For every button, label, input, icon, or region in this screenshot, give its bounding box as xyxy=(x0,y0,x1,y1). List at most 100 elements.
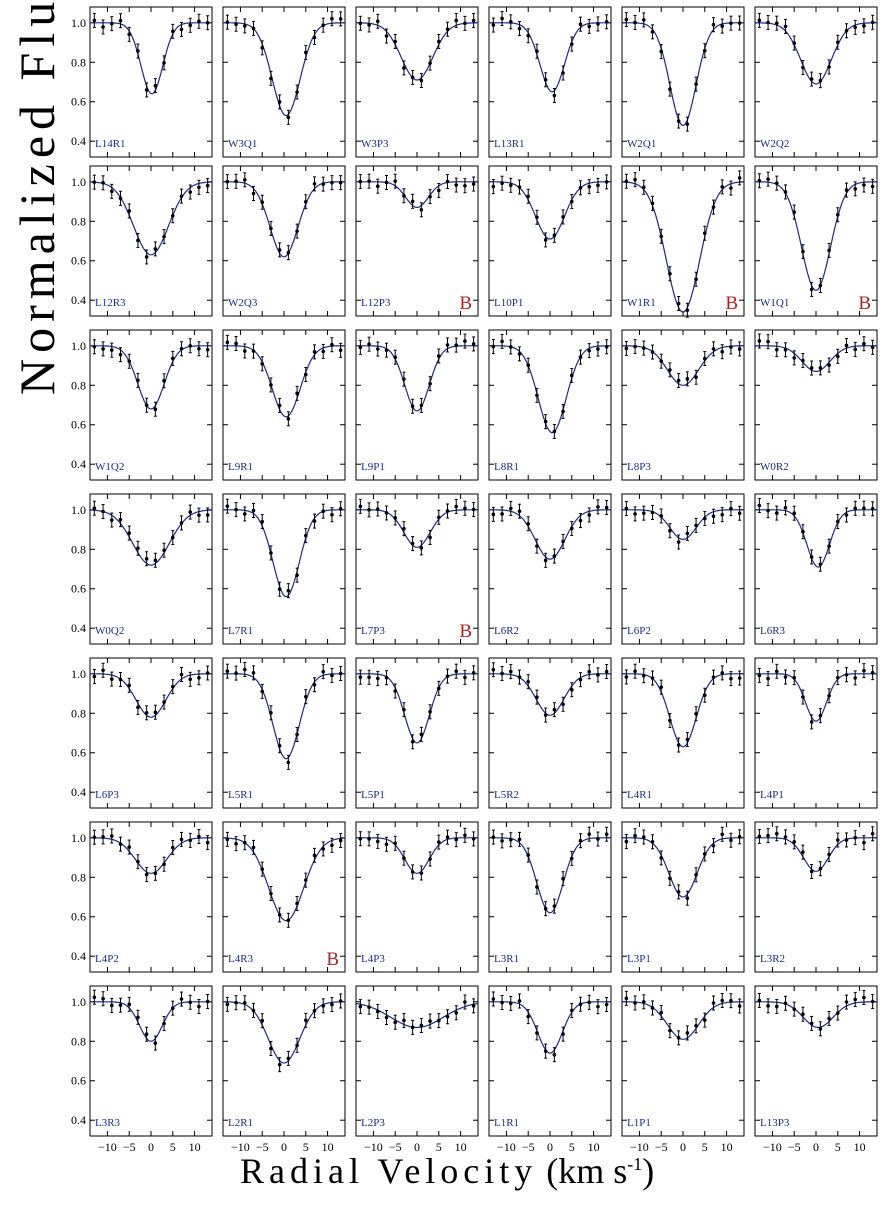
data-point xyxy=(650,201,655,206)
fit-line xyxy=(622,22,744,127)
data-point xyxy=(853,997,858,1002)
fit-line xyxy=(223,1001,345,1064)
fit-line xyxy=(622,509,744,541)
y-tick-label: 0.4 xyxy=(71,785,86,799)
fit-line xyxy=(223,345,345,418)
data-point xyxy=(463,21,467,26)
data-point xyxy=(463,506,467,511)
data-point xyxy=(650,510,655,515)
data-point xyxy=(136,705,140,710)
x-axis-unit-exponent: -1 xyxy=(627,1154,643,1174)
data-point xyxy=(491,667,496,672)
data-point xyxy=(197,675,201,680)
fit-line xyxy=(755,837,877,872)
panel: W2Q3 xyxy=(222,165,346,317)
data-point xyxy=(552,93,557,98)
data-point xyxy=(676,540,681,544)
panel: W1Q1 B xyxy=(754,165,878,317)
data-point xyxy=(844,513,849,517)
data-point xyxy=(109,189,114,194)
data-point xyxy=(508,20,513,24)
data-point xyxy=(251,191,256,196)
data-point xyxy=(569,1008,574,1013)
data-point xyxy=(737,511,742,516)
data-point xyxy=(587,513,592,517)
data-point xyxy=(251,671,256,675)
panel: L6R3 xyxy=(754,493,878,645)
panel: W2Q1 xyxy=(621,6,745,158)
data-point xyxy=(338,999,343,1003)
data-point xyxy=(587,184,592,189)
data-point xyxy=(624,346,629,351)
data-point xyxy=(870,670,875,675)
panel: L6P2 xyxy=(621,493,745,645)
data-point xyxy=(870,507,875,511)
data-point xyxy=(170,356,175,361)
data-point xyxy=(419,871,424,875)
data-point xyxy=(144,711,149,715)
data-point xyxy=(526,33,531,38)
fit-line xyxy=(90,345,212,410)
data-point xyxy=(393,179,398,183)
data-point xyxy=(757,998,762,1003)
data-point xyxy=(783,190,788,194)
data-point xyxy=(179,346,184,351)
data-point xyxy=(862,995,866,1000)
data-point xyxy=(862,668,866,673)
data-point xyxy=(543,419,548,424)
data-point xyxy=(402,526,406,531)
data-point xyxy=(269,1046,273,1051)
panel-label: L3R1 xyxy=(494,953,519,965)
x-tick-label: −10 xyxy=(630,1140,649,1154)
fit-line xyxy=(755,345,877,372)
data-point xyxy=(402,377,406,381)
data-point xyxy=(508,183,513,188)
data-point xyxy=(312,1008,317,1013)
data-point xyxy=(428,857,432,861)
data-point xyxy=(543,238,548,242)
data-point xyxy=(711,1001,716,1005)
data-point xyxy=(286,250,291,255)
data-point xyxy=(702,693,707,698)
data-point xyxy=(659,359,664,363)
data-point xyxy=(234,22,238,27)
data-point xyxy=(792,511,797,516)
x-tick-label: −10 xyxy=(231,1140,250,1154)
panel: L7R1 xyxy=(222,493,346,645)
panel-label: W0Q2 xyxy=(95,625,124,637)
panel-label: L3P1 xyxy=(627,953,651,965)
data-point xyxy=(633,669,637,674)
data-point xyxy=(766,833,770,838)
data-point xyxy=(500,339,504,344)
data-point xyxy=(694,82,698,86)
data-point xyxy=(801,850,805,854)
data-point xyxy=(694,872,698,877)
data-point xyxy=(162,378,166,383)
fit-line xyxy=(622,673,744,748)
data-point xyxy=(737,1004,742,1008)
data-point xyxy=(676,301,681,306)
x-tick-label: 10 xyxy=(189,1140,201,1154)
panel-label: W2Q2 xyxy=(760,138,789,150)
data-point xyxy=(367,508,371,512)
data-point xyxy=(508,1001,513,1006)
y-tick-label: 0.6 xyxy=(71,910,86,924)
data-point xyxy=(737,176,742,180)
data-point xyxy=(783,1001,788,1006)
data-point xyxy=(720,349,725,354)
data-point xyxy=(543,558,548,563)
data-point xyxy=(702,356,707,361)
panel-frame xyxy=(754,329,878,481)
data-point xyxy=(526,679,531,684)
y-tick-label: 0.8 xyxy=(71,1034,86,1048)
data-point xyxy=(375,1009,380,1014)
data-point xyxy=(277,913,282,917)
panel: W3Q1 xyxy=(222,6,346,158)
data-point xyxy=(702,48,707,53)
data-point xyxy=(870,184,875,189)
data-point xyxy=(321,847,326,851)
y-tick-label: 0.4 xyxy=(71,134,86,148)
y-tick-label: 0.4 xyxy=(71,1113,86,1127)
data-point xyxy=(419,78,424,83)
data-point xyxy=(668,368,672,372)
